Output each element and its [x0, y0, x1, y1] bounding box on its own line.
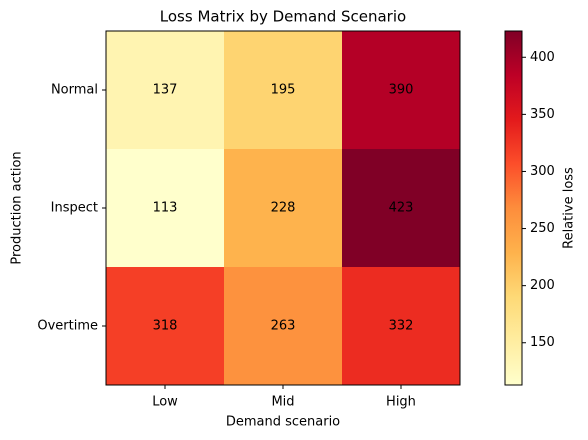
x-tick-label: High — [386, 395, 416, 410]
colorbar-tick-label: 150 — [530, 335, 555, 350]
colorbar-tick-label: 250 — [530, 221, 555, 236]
x-tick-label: Mid — [271, 395, 294, 410]
heatmap-cell — [224, 149, 343, 268]
colorbar-tick-label: 400 — [530, 50, 555, 65]
cell-label: 113 — [153, 201, 178, 216]
cell-label: 318 — [153, 319, 178, 334]
heatmap-cell — [224, 31, 343, 150]
x-axis-label: Demand scenario — [226, 415, 340, 430]
cell-label: 137 — [153, 83, 178, 98]
colorbar-tick-label: 200 — [530, 278, 555, 293]
chart-title: Loss Matrix by Demand Scenario — [160, 8, 406, 26]
cell-label: 332 — [389, 319, 414, 334]
cell-label: 228 — [271, 201, 296, 216]
cell-label: 390 — [389, 83, 414, 98]
y-tick-label: Overtime — [37, 319, 98, 334]
heatmap-cell — [106, 31, 225, 150]
heatmap-cell — [342, 267, 461, 386]
y-tick-label: Inspect — [51, 201, 98, 216]
colorbar-label: Relative loss — [562, 167, 577, 249]
y-axis-label: Production action — [10, 151, 25, 264]
x-tick-label: Low — [152, 395, 178, 410]
y-tick-label: Normal — [51, 83, 98, 98]
colorbar — [504, 30, 523, 386]
heatmap-cell — [106, 149, 225, 268]
cell-label: 195 — [271, 83, 296, 98]
heatmap-cell — [106, 267, 225, 386]
colorbar-tick-label: 300 — [530, 164, 555, 179]
cell-label: 263 — [271, 319, 296, 334]
heatmap-cell — [342, 149, 461, 268]
colorbar-tick-label: 350 — [530, 107, 555, 122]
cell-label: 423 — [389, 201, 414, 216]
heatmap-cell — [224, 267, 343, 386]
heatmap-cell — [342, 31, 461, 150]
